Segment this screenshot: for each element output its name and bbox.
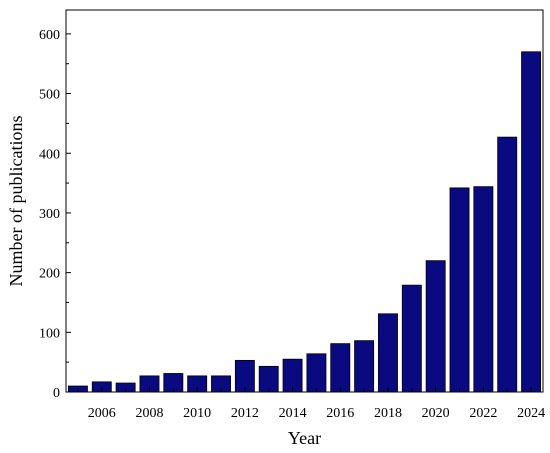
y-tick-label: 400 (39, 147, 60, 162)
x-tick-label: 2024 (517, 406, 545, 421)
bar-2015 (306, 353, 327, 393)
x-tick-label: 2010 (183, 406, 211, 421)
y-tick-label: 0 (53, 386, 60, 401)
x-axis-title: Year (288, 428, 321, 448)
y-tick-label: 300 (39, 207, 60, 222)
y-tick-label: 500 (39, 88, 60, 103)
x-tick-label: 2006 (88, 406, 116, 421)
bar-2016 (330, 343, 351, 393)
bar-2020 (425, 260, 446, 393)
bar-2018 (378, 313, 398, 393)
bar-2023 (497, 136, 518, 393)
y-axis-title: Number of publications (6, 116, 26, 287)
bar-2024 (521, 51, 542, 393)
bar-2017 (354, 340, 375, 393)
bar-2013 (258, 365, 279, 393)
y-tick-label: 100 (39, 326, 60, 341)
bar-2022 (473, 186, 494, 393)
x-tick-label: 2008 (135, 406, 163, 421)
x-tick-label: 2016 (326, 406, 354, 421)
bar-2019 (401, 284, 422, 393)
x-ticks-group: 2006 2008 2010 2012 2014 2016 2018 2020 2022 2024 (77, 387, 545, 421)
y-ticks-group: 0 100 200 300 400 500 600 (39, 28, 71, 401)
y-tick-label: 200 (39, 267, 60, 282)
x-tick-label: 2022 (469, 406, 497, 421)
x-tick-label: 2020 (422, 406, 450, 421)
plot-frame (65, 9, 544, 393)
y-tick-label: 600 (39, 28, 60, 43)
x-tick-label: 2018 (374, 406, 402, 421)
x-tick-label: 2012 (231, 406, 259, 421)
bars-group (67, 51, 542, 393)
bar-2021 (449, 187, 470, 393)
x-tick-label: 2014 (279, 406, 307, 421)
